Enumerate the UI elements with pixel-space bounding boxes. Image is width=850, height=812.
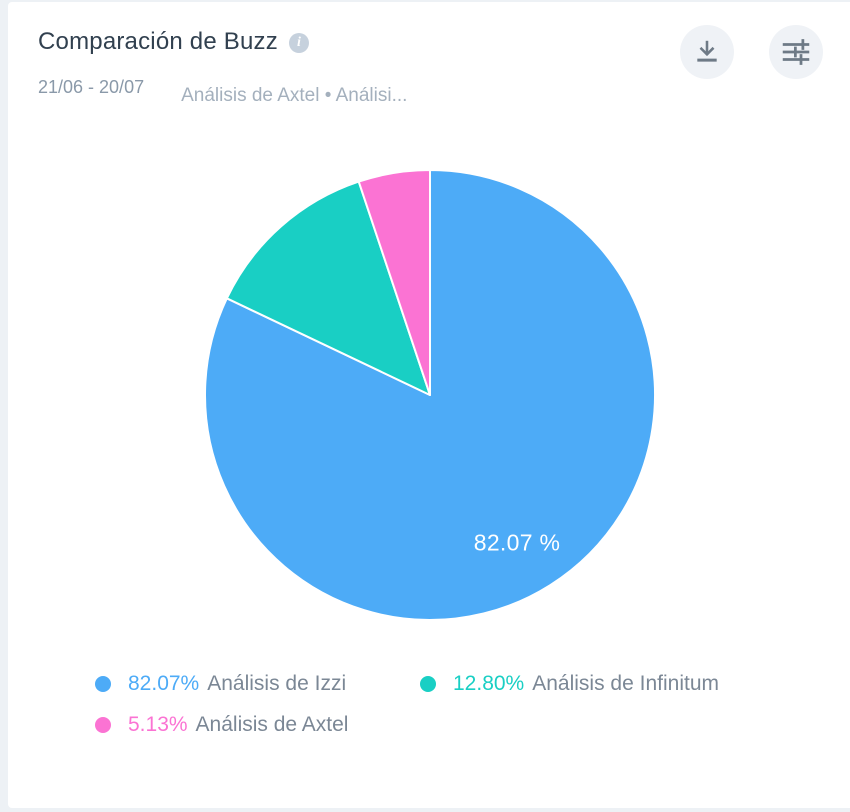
card-header: Comparación de Buzz i	[38, 28, 309, 56]
legend-dot-icon	[95, 717, 111, 733]
download-icon	[697, 40, 717, 62]
info-icon[interactable]: i	[288, 33, 309, 53]
projects-subtitle: Análisis de Axtel • Análisi...	[181, 85, 408, 106]
settings-button[interactable]	[769, 25, 823, 79]
legend-item-2[interactable]: 5.13% Análisis de Axtel	[95, 711, 420, 739]
pie-slice-1[interactable]	[225, 180, 431, 396]
legend-label: Análisis de Izzi	[207, 672, 347, 695]
pie-slice-0[interactable]	[204, 169, 656, 621]
legend-dot-icon	[95, 676, 111, 692]
date-range: 21/06 - 20/07	[38, 77, 145, 97]
card-toolbar	[680, 25, 823, 79]
page-title: Comparación de Buzz	[38, 28, 278, 55]
legend-label: Análisis de Infinitum	[532, 672, 719, 695]
legend-percentage: 12.80%	[453, 672, 525, 695]
download-button[interactable]	[680, 25, 734, 79]
buzz-comparison-card: Comparación de Buzz i 21/06 - 20/07 Anál…	[8, 2, 850, 808]
legend-item-0[interactable]: 82.07% Análisis de Izzi	[95, 670, 420, 698]
legend-item-1[interactable]: 12.80% Análisis de Infinitum	[420, 670, 719, 698]
legend-dot-icon	[420, 676, 436, 692]
pie-slice-2[interactable]	[357, 169, 431, 396]
card-meta: 21/06 - 20/07 Análisis de Axtel • Anális…	[38, 76, 407, 107]
sliders-icon	[782, 39, 810, 65]
chart-legend: 82.07% Análisis de Izzi 12.80% Análisis de …	[95, 670, 719, 739]
legend-label: Análisis de Axtel	[195, 713, 349, 736]
pie-chart	[200, 165, 660, 625]
legend-percentage: 5.13%	[128, 713, 188, 736]
legend-percentage: 82.07%	[128, 672, 200, 695]
